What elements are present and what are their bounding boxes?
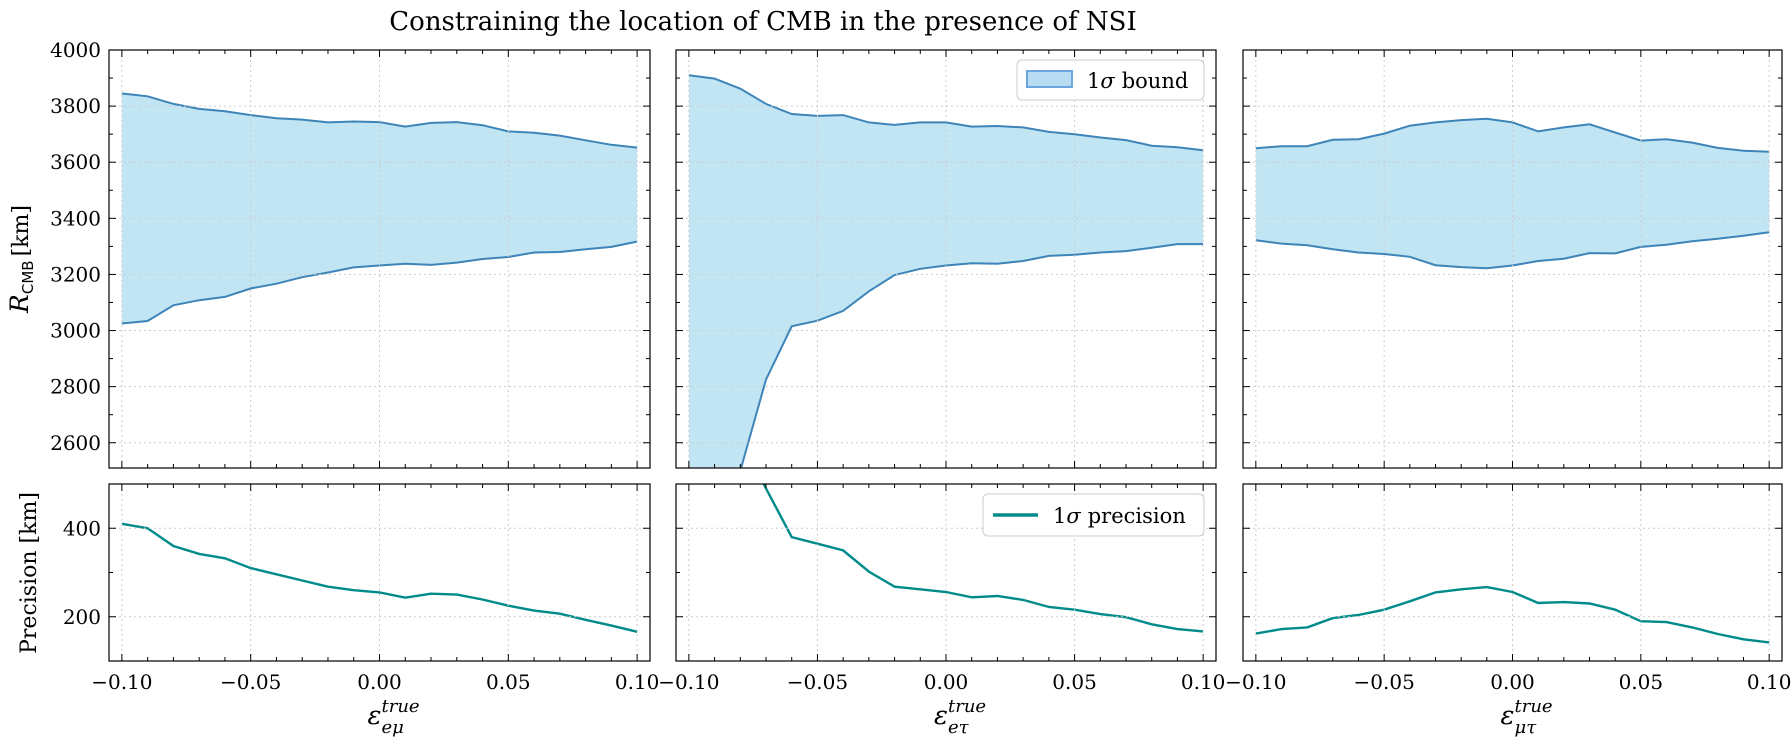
x-tick-label: 0.00 xyxy=(924,670,969,694)
x-tick-label: −0.10 xyxy=(658,670,719,694)
band-legend-label: 1σ bound xyxy=(1087,69,1188,93)
y-tick-label: 3200 xyxy=(50,262,101,286)
x-tick-label: −0.05 xyxy=(787,670,848,694)
band-panel-1: 2600 2800 3000 3200 3400 3600 3800 4000 xyxy=(50,38,651,469)
band-legend-sigma: σ xyxy=(1100,69,1115,93)
x-label-base: ε xyxy=(934,701,948,731)
x-tick-label: 0.10 xyxy=(1747,670,1791,694)
bottom-y-axis-label: Precision [km] xyxy=(17,492,42,654)
y-tick-label: 200 xyxy=(63,605,101,629)
band-legend: 1σ bound xyxy=(1016,59,1205,101)
x-label-base: ε xyxy=(1501,701,1515,731)
y-tick-label: 4000 xyxy=(50,38,101,62)
x-tick-label: −0.05 xyxy=(220,670,281,694)
band-upper-line xyxy=(688,74,1204,152)
figure-title: Constraining the location of CMB in the … xyxy=(389,7,1136,37)
y-tick-label: 3000 xyxy=(50,319,101,343)
precision-legend-sigma: σ xyxy=(1066,504,1081,528)
top-y-label-unit: [km] xyxy=(9,205,34,256)
x-label-base: ε xyxy=(368,701,382,731)
x-label-subscript: μτ xyxy=(1515,717,1538,738)
precision-series xyxy=(121,522,638,633)
band-panel-3 xyxy=(1242,49,1783,469)
precision-series xyxy=(762,484,1204,633)
precision-legend-symbol: 1 xyxy=(1053,504,1066,528)
y-tick-label: 400 xyxy=(63,516,101,540)
precision-line xyxy=(762,484,1204,633)
x-tick-label: 0.05 xyxy=(1619,670,1664,694)
precision-panel-1: 200 400 −0.10 −0.05 0.00 0.05 0.10 xyxy=(63,483,660,694)
x-axis-label: ε xyxy=(1501,701,1515,731)
y-tick-label: 2800 xyxy=(50,375,101,399)
x-tick-label: 0.10 xyxy=(1181,670,1226,694)
x-tick-label: −0.10 xyxy=(91,670,152,694)
precision-legend-box xyxy=(982,493,1205,537)
y-tick-label: 3800 xyxy=(50,94,101,118)
y-tick-label: 3600 xyxy=(50,150,101,174)
x-tick-label: 0.05 xyxy=(1052,670,1097,694)
top-y-label-main: R xyxy=(5,294,34,314)
band-legend-swatch xyxy=(1026,70,1073,88)
precision-panel-2: −0.10 −0.05 0.00 0.05 0.10 xyxy=(658,483,1226,694)
band-series xyxy=(121,92,638,325)
plot-area: 2600 2800 3000 3200 3400 3600 3800 4000 200 400 −0… xyxy=(5,38,1791,738)
band-panel-2 xyxy=(675,49,1217,469)
x-tick-label: 0.05 xyxy=(486,670,531,694)
x-axis-label: ε xyxy=(368,701,382,731)
x-label-subscript: eμ xyxy=(382,717,404,738)
x-tick-label: 0.10 xyxy=(615,670,660,694)
precision-line xyxy=(1255,585,1770,644)
precision-panel-3: −0.10 −0.05 0.00 0.05 0.10 xyxy=(1225,483,1791,694)
band-upper-line xyxy=(121,92,638,149)
top-y-axis-label: RCMB [km] xyxy=(5,205,37,314)
band-legend-text: bound xyxy=(1122,69,1189,93)
x-label-superscript: true xyxy=(382,696,420,717)
top-y-label-sub: CMB xyxy=(19,260,37,294)
precision-line xyxy=(121,522,638,633)
precision-series xyxy=(1255,585,1770,644)
precision-legend: 1σ precision xyxy=(982,493,1205,537)
x-tick-label: −0.05 xyxy=(1354,670,1415,694)
1sigma-band-area xyxy=(688,75,1204,468)
x-label-superscript: true xyxy=(1515,696,1553,717)
x-label-subscript: eτ xyxy=(948,717,970,738)
y-tick-label: 3400 xyxy=(50,206,101,230)
precision-legend-text: precision xyxy=(1088,504,1186,528)
x-tick-label: 0.00 xyxy=(357,670,402,694)
y-tick-label: 2600 xyxy=(50,431,101,455)
band-legend-symbol: 1 xyxy=(1087,69,1100,93)
precision-legend-label: 1σ precision xyxy=(1053,504,1186,528)
x-axis-label: ε xyxy=(934,701,948,731)
1sigma-band-area xyxy=(121,93,638,324)
x-label-superscript: true xyxy=(948,696,986,717)
band-upper-line xyxy=(1255,117,1770,153)
x-tick-label: −0.10 xyxy=(1225,670,1286,694)
x-tick-label: 0.00 xyxy=(1490,670,1535,694)
